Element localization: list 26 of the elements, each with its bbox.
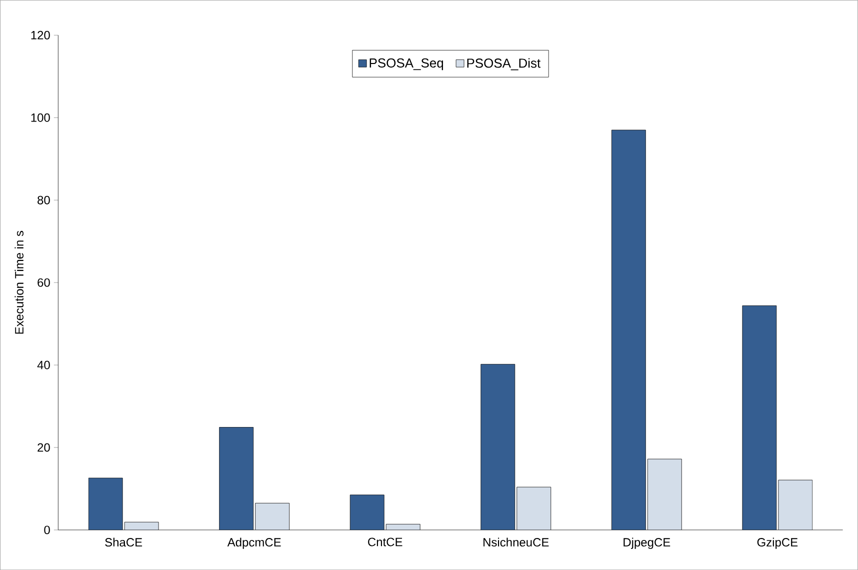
y-tick-label: 80 xyxy=(38,196,50,204)
x-tick-label: AdpcmCE xyxy=(227,538,281,549)
y-tick-label: 20 xyxy=(38,443,50,452)
y-axis-title: Execution Time in s xyxy=(14,230,24,334)
x-tick-label: ShaCE xyxy=(105,538,142,546)
x-tick-label: NsichneuCE xyxy=(484,538,549,546)
x-tick-label: DjpegCE xyxy=(624,538,670,549)
y-tick-label: 40 xyxy=(37,360,50,370)
bar xyxy=(219,427,254,530)
bar xyxy=(742,305,777,530)
y-tick-label: 0 xyxy=(44,526,50,534)
y-tick-label: 120 xyxy=(31,30,50,40)
bar xyxy=(648,458,682,530)
bar xyxy=(612,130,646,530)
bar xyxy=(88,478,123,530)
legend-label: PSOSA_Dist xyxy=(467,58,540,70)
bar xyxy=(516,487,551,530)
x-tick-label: CntCE xyxy=(368,538,402,546)
legend-label: PSOSA_Seq xyxy=(370,58,444,70)
bar xyxy=(778,480,813,530)
x-tick-label: GzipCE xyxy=(757,538,798,549)
bar xyxy=(480,364,515,530)
bar xyxy=(255,503,290,530)
bar xyxy=(350,494,384,530)
y-tick-label: 100 xyxy=(31,113,50,122)
y-tick-label: 60 xyxy=(38,278,50,287)
